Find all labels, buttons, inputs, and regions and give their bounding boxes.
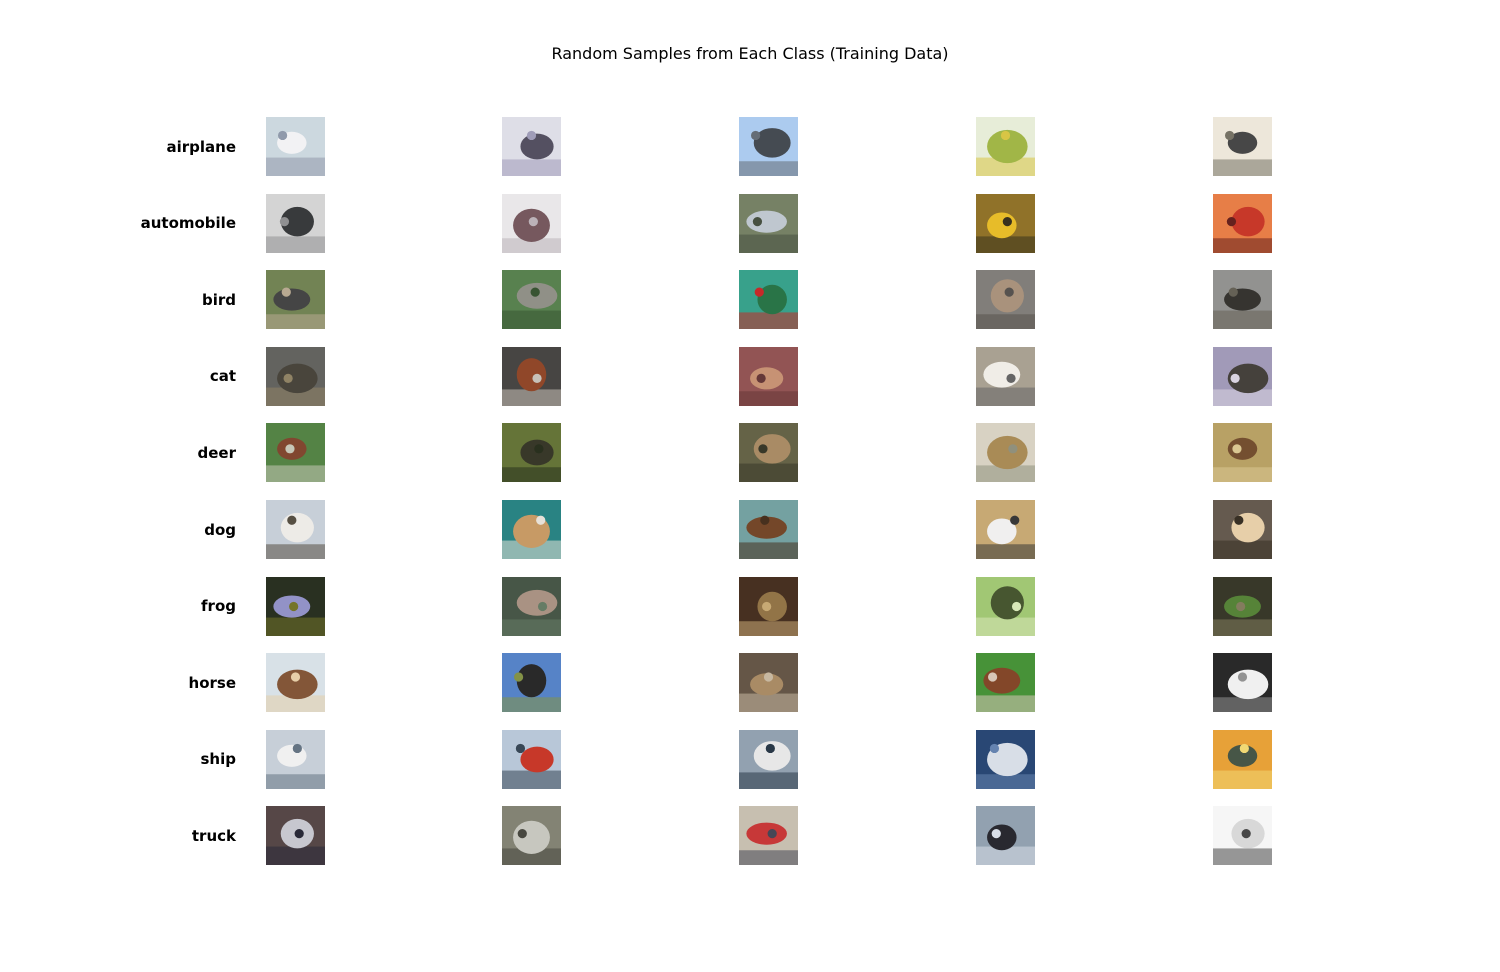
sample-image-bird-2 (502, 270, 561, 330)
sample-image-frog-5 (1213, 576, 1272, 636)
sample-image-automobile-5 (1213, 193, 1272, 253)
sample-image-airplane-2 (502, 117, 561, 176)
class-label-airplane: airplane (166, 137, 236, 156)
sample-image-horse-4 (976, 653, 1035, 713)
sample-image-dog-1 (266, 500, 325, 559)
sample-image-truck-3 (739, 806, 798, 866)
sample-image-horse-5 (1213, 653, 1272, 713)
sample-image-dog-4 (976, 500, 1035, 559)
sample-image-airplane-1 (266, 117, 325, 176)
sample-image-truck-5 (1213, 806, 1272, 866)
sample-image-horse-1 (266, 653, 325, 713)
sample-image-deer-4 (976, 423, 1035, 483)
sample-image-horse-2 (502, 653, 561, 713)
sample-image-deer-2 (502, 423, 561, 483)
class-label-cat: cat (209, 367, 236, 386)
class-label-bird: bird (201, 290, 236, 309)
class-label-ship: ship (200, 750, 237, 769)
sample-image-frog-3 (739, 576, 798, 636)
sample-image-deer-3 (739, 423, 798, 483)
sample-image-airplane-3 (739, 117, 798, 176)
sample-image-cat-1 (266, 346, 325, 406)
class-label-truck: truck (191, 826, 236, 845)
sample-image-ship-2 (502, 729, 561, 789)
class-label-horse: horse (188, 673, 236, 692)
class-label-automobile: automobile (140, 214, 236, 233)
sample-image-ship-4 (976, 729, 1035, 789)
sample-image-cat-3 (739, 346, 798, 406)
sample-image-bird-3 (739, 270, 798, 330)
sample-image-airplane-4 (976, 117, 1035, 176)
sample-image-automobile-1 (266, 193, 325, 253)
sample-image-frog-1 (266, 576, 325, 636)
sample-image-horse-3 (739, 653, 798, 713)
class-label-frog: frog (201, 597, 236, 616)
sample-image-deer-1 (266, 423, 325, 483)
sample-image-ship-3 (739, 729, 798, 789)
sample-image-cat-5 (1213, 346, 1272, 406)
sample-image-bird-1 (266, 270, 325, 330)
sample-image-bird-5 (1213, 270, 1272, 330)
sample-image-dog-3 (739, 500, 798, 559)
sample-image-frog-4 (976, 576, 1035, 636)
sample-image-truck-2 (502, 806, 561, 866)
sample-image-ship-1 (266, 729, 325, 789)
figure-title: Random Samples from Each Class (Training… (551, 44, 949, 63)
sample-image-ship-5 (1213, 729, 1272, 789)
sample-image-automobile-4 (976, 193, 1035, 253)
sample-image-deer-5 (1213, 423, 1272, 483)
sample-image-truck-1 (266, 806, 325, 866)
class-label-deer: deer (197, 443, 236, 462)
sample-image-dog-2 (502, 500, 561, 559)
sample-image-automobile-2 (502, 193, 561, 253)
class-label-dog: dog (204, 520, 236, 539)
sample-image-frog-2 (502, 576, 561, 636)
sample-image-cat-2 (502, 346, 561, 406)
sample-image-truck-4 (976, 806, 1035, 866)
sample-image-bird-4 (976, 270, 1035, 330)
sample-image-cat-4 (976, 346, 1035, 406)
sample-image-automobile-3 (739, 193, 798, 253)
sample-image-airplane-5 (1213, 117, 1272, 176)
sample-image-dog-5 (1213, 500, 1272, 559)
